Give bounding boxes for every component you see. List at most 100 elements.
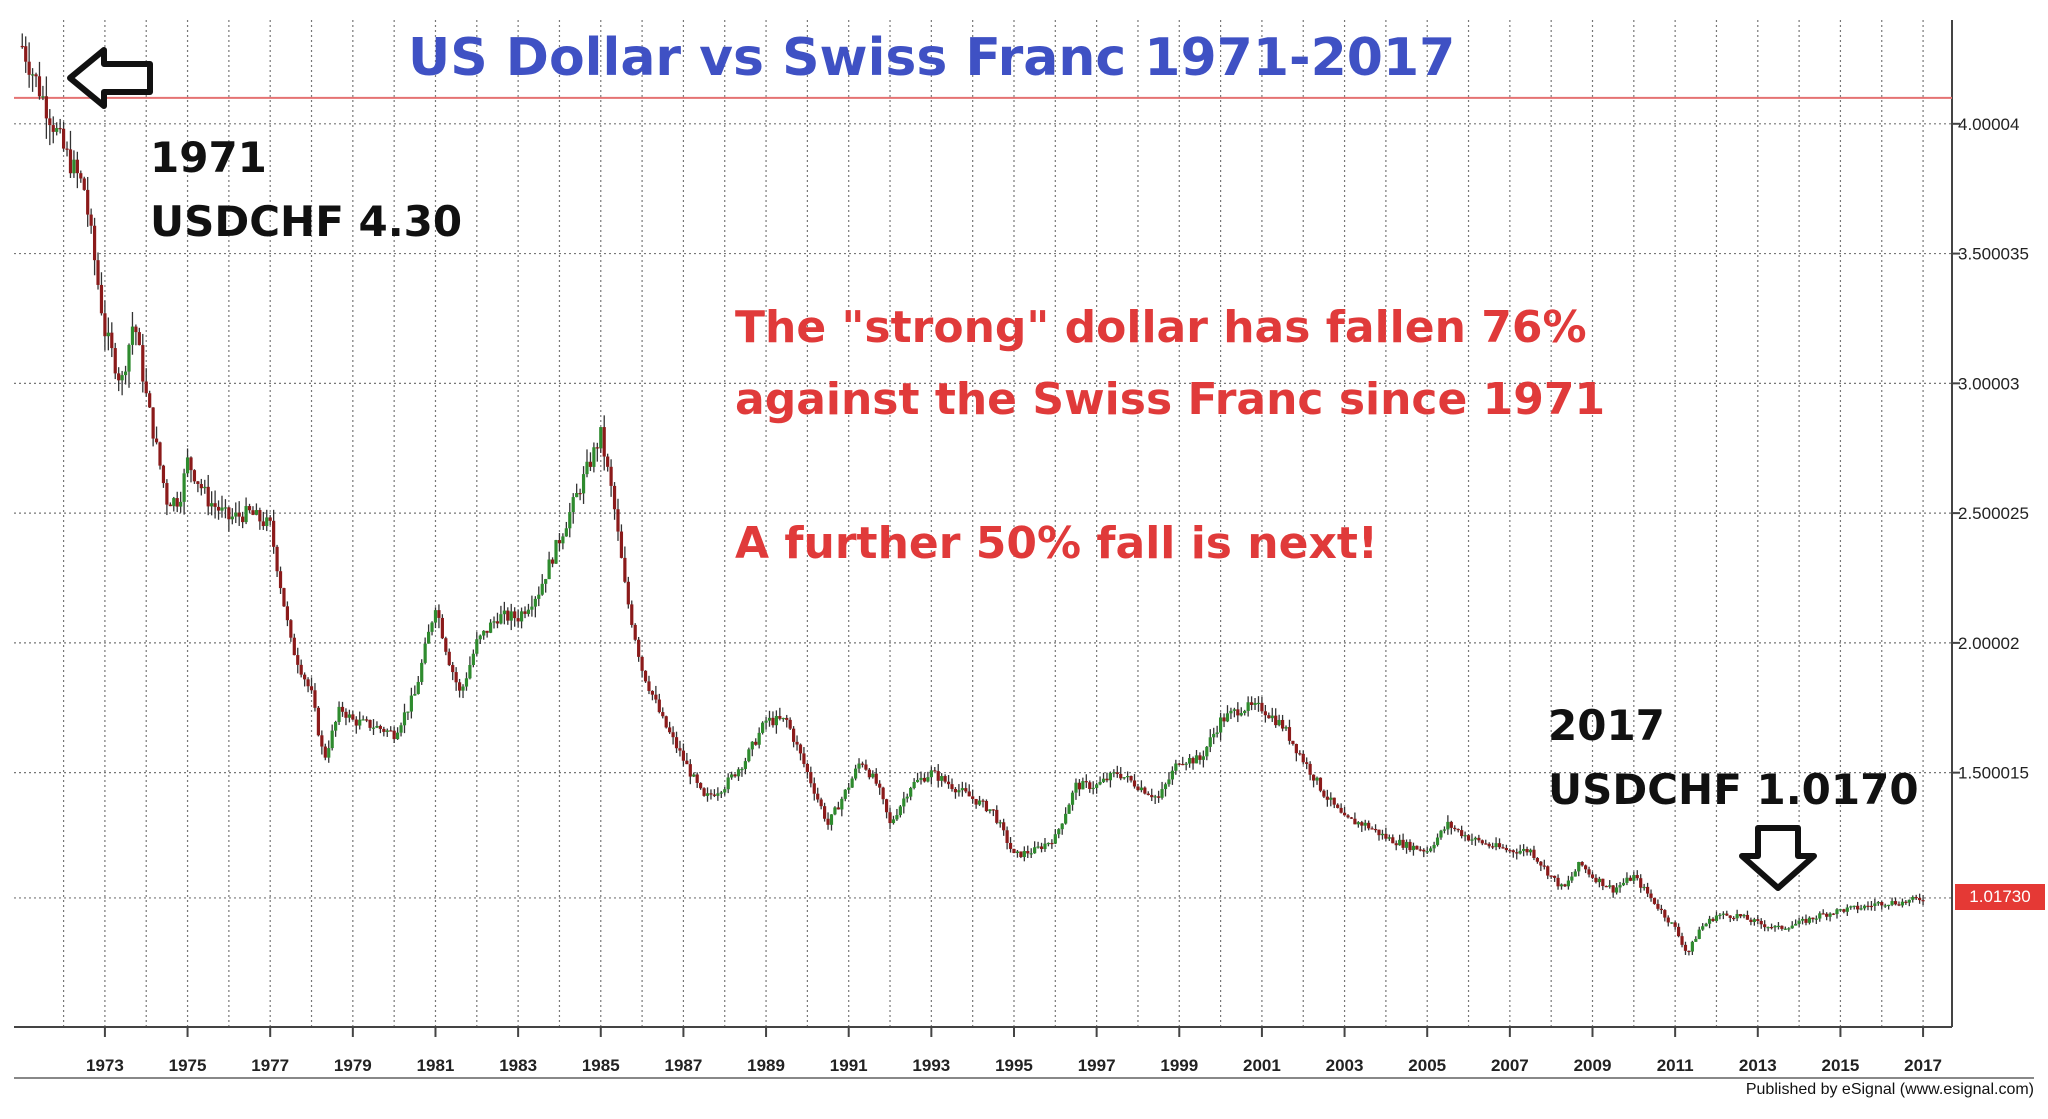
candle-body — [1707, 918, 1712, 924]
candle-body — [1167, 779, 1171, 785]
candle-body — [1236, 709, 1240, 716]
candle-body — [571, 497, 575, 513]
candle-body — [730, 774, 734, 778]
candle-body — [1439, 830, 1443, 838]
candle-body — [840, 798, 844, 810]
candle-body — [1212, 733, 1216, 738]
candle-body — [864, 764, 868, 770]
candle-body — [561, 536, 565, 544]
candle-body — [1701, 926, 1705, 930]
candle-body — [82, 178, 86, 190]
candle-body — [251, 510, 255, 515]
candle-body — [1095, 784, 1099, 788]
candle-body — [141, 345, 145, 382]
candle-body — [1690, 941, 1694, 952]
candle-body — [716, 793, 720, 796]
candle-body — [619, 531, 624, 558]
candle-body — [382, 728, 386, 732]
candle-body — [185, 457, 190, 474]
candle-body — [798, 744, 803, 754]
candle-body — [1900, 901, 1905, 906]
candle-body — [134, 326, 138, 333]
candle-body — [1194, 755, 1199, 764]
candle-body — [974, 798, 978, 805]
candle-body — [1246, 702, 1250, 711]
candle-body — [1704, 923, 1708, 927]
candle-body — [1663, 910, 1667, 918]
candle-body — [1566, 880, 1570, 887]
candle-body — [1274, 715, 1278, 726]
candle-body — [430, 622, 434, 632]
candle-body — [1277, 719, 1281, 726]
candle-body — [354, 719, 358, 726]
candle-body — [1019, 851, 1023, 858]
candle-body — [871, 773, 875, 778]
candle-body — [1756, 919, 1760, 921]
candle-body — [1797, 920, 1801, 924]
candle-body — [237, 512, 241, 517]
candle-body — [309, 686, 314, 691]
candle-body — [1649, 893, 1653, 898]
candle-body — [1580, 861, 1584, 866]
candle-body — [950, 784, 954, 790]
candle-body — [154, 438, 159, 443]
candle-body — [24, 46, 28, 62]
candle-body — [805, 763, 809, 773]
candle-body — [626, 581, 630, 605]
candle-body — [275, 546, 279, 572]
candle-body — [1838, 909, 1843, 911]
candle-body — [426, 631, 431, 644]
candle-body — [416, 681, 420, 694]
arrow-left-icon — [67, 47, 153, 109]
candle-body — [1856, 905, 1860, 910]
candle-body — [977, 800, 982, 805]
candle-body — [1394, 843, 1398, 846]
candle-body — [1336, 804, 1340, 808]
candle-body — [1057, 829, 1061, 835]
candle-body — [785, 717, 789, 720]
candle-body — [485, 630, 489, 633]
candle-body — [292, 637, 296, 656]
candle-body — [1253, 702, 1257, 705]
candle-body — [482, 630, 486, 636]
candle-body — [1435, 837, 1440, 845]
end-annotation: 2017 USDCHF 1.0170 — [1548, 694, 1919, 822]
candle-body — [860, 763, 865, 765]
candle-body — [1532, 849, 1536, 858]
candle-body — [378, 725, 382, 729]
candle-body — [695, 774, 699, 783]
candle-body — [829, 814, 834, 825]
candle-body — [747, 749, 751, 762]
candle-body — [754, 741, 758, 745]
candle-body — [547, 559, 551, 580]
candle-body — [1611, 885, 1615, 893]
candle-body — [1508, 850, 1512, 852]
candle-body — [513, 611, 517, 619]
candle-body — [1353, 818, 1357, 825]
candle-body — [1157, 796, 1161, 798]
candle-body — [1821, 913, 1825, 915]
candle-body — [1101, 778, 1106, 782]
candle-body — [1126, 776, 1130, 778]
candle-body — [654, 694, 658, 700]
candle-body — [1694, 938, 1698, 942]
x-tick-label: 1979 — [334, 1056, 372, 1075]
candle-body — [55, 128, 59, 132]
candle-body — [1621, 882, 1626, 886]
candle-body — [1563, 884, 1567, 887]
candle-body — [468, 665, 472, 679]
candle-body — [967, 791, 971, 797]
end-value-label: USDCHF 1.0170 — [1548, 765, 1919, 814]
candle-body — [998, 822, 1002, 824]
grid-lines — [14, 20, 1952, 1027]
candle-body — [409, 695, 413, 712]
candle-body — [1491, 846, 1495, 848]
candle-body — [330, 730, 334, 749]
candle-body — [640, 656, 644, 671]
candle-body — [230, 516, 234, 520]
candle-body — [1656, 903, 1660, 909]
candle-body — [761, 722, 765, 733]
candle-body — [1249, 702, 1254, 705]
candle-body — [1659, 908, 1663, 911]
candle-body — [1429, 848, 1433, 852]
